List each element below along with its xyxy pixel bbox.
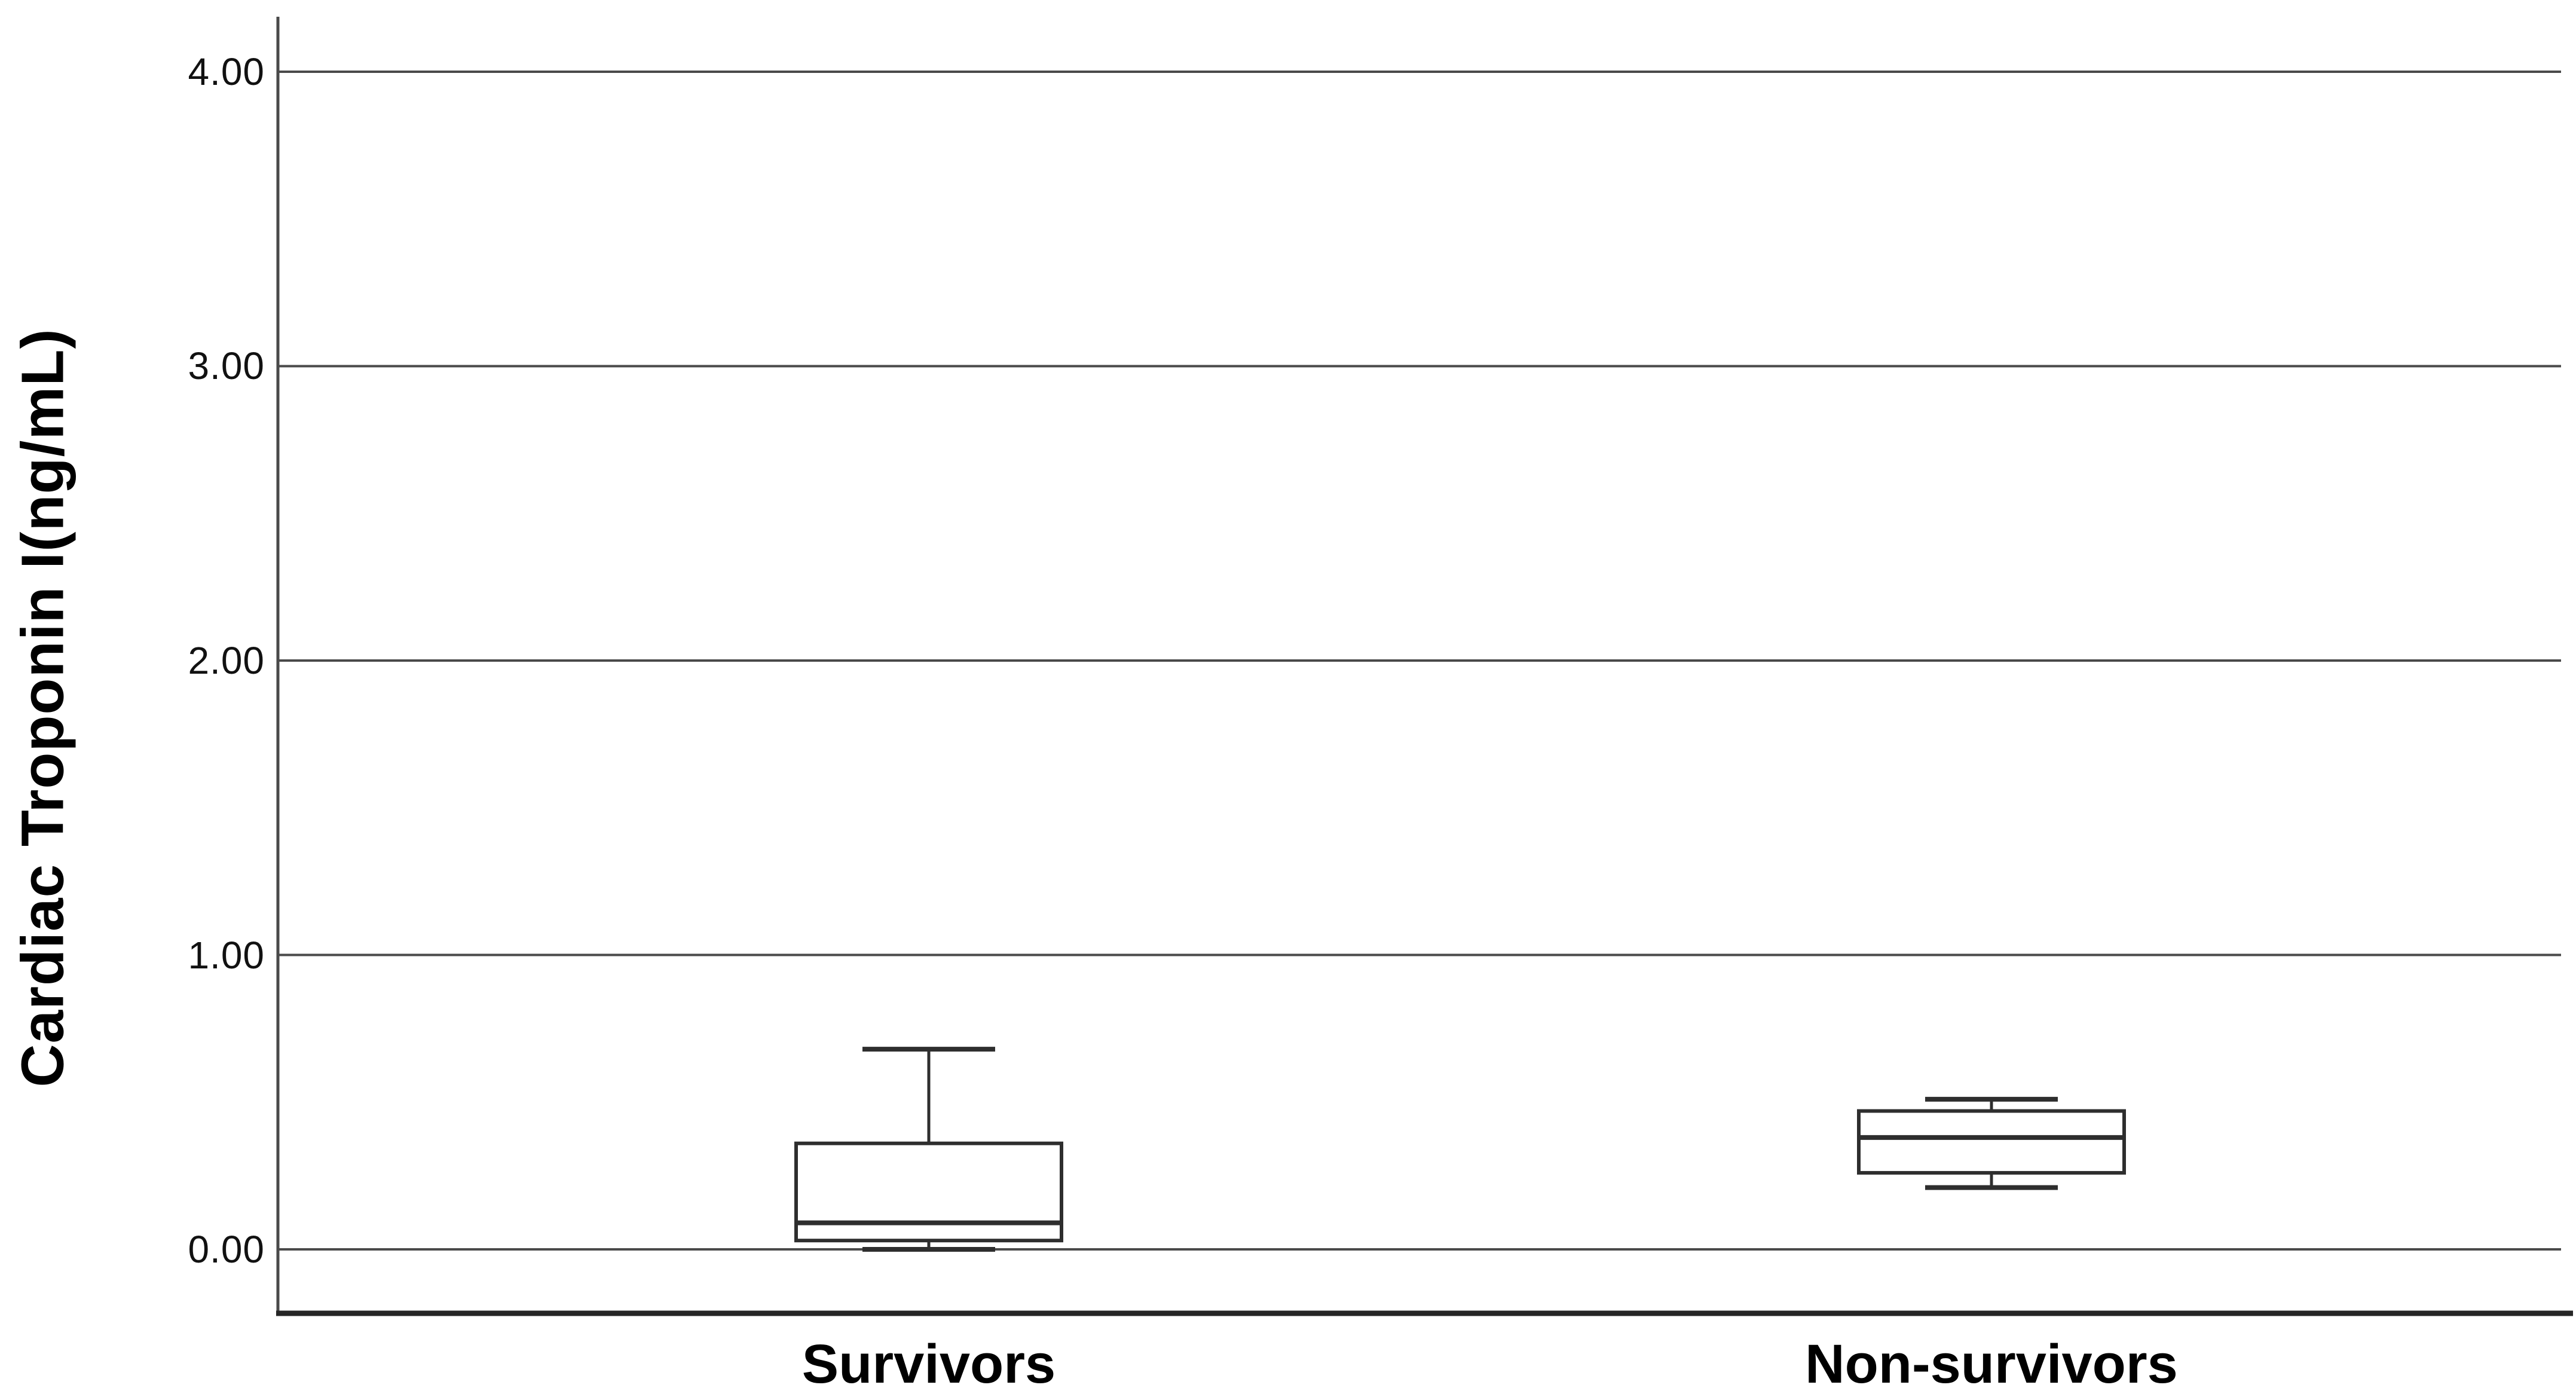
y-tick-label-2: 2.00 — [188, 639, 265, 682]
category-label-survivors: Survivors — [801, 1334, 1056, 1395]
category-label-non-survivors: Non-survivors — [1805, 1334, 2178, 1395]
y-tick-label-0: 0.00 — [188, 1228, 265, 1271]
y-tick-label-1: 1.00 — [188, 934, 265, 977]
y-tick-label-4: 4.00 — [188, 50, 265, 93]
y-tick-label-3: 3.00 — [188, 344, 265, 387]
iqr-box-survivors — [794, 1141, 1063, 1243]
iqr-box-non-survivors — [1857, 1109, 2126, 1175]
